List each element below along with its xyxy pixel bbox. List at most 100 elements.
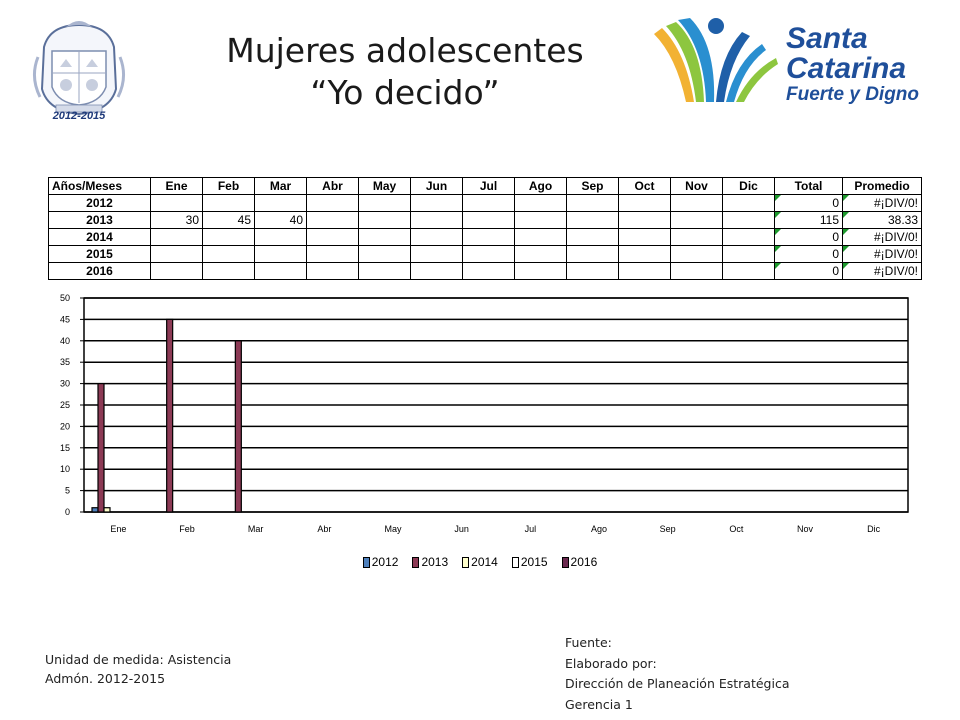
- cell-dic: [722, 194, 775, 212]
- page-title: Mujeres adolescentes “Yo decido”: [170, 30, 640, 114]
- cell-oct: [618, 262, 671, 280]
- cell-sep: [566, 245, 619, 263]
- col-header-oct: Oct: [618, 177, 671, 195]
- cell-nov: [670, 245, 723, 263]
- cell-jun: [410, 228, 463, 246]
- logo-tagline: Fuerte y Digno: [786, 84, 919, 105]
- table-header-row: Años/Meses Ene Feb Mar Abr May Jun Jul A…: [48, 177, 922, 195]
- cell-dic: [722, 245, 775, 263]
- table-row: 2014 0 #¡DIV/0!: [48, 228, 922, 246]
- y-tick-label: 50: [60, 293, 70, 303]
- attendance-table: Años/Meses Ene Feb Mar Abr May Jun Jul A…: [48, 177, 922, 280]
- cell-feb: 45: [202, 211, 255, 229]
- y-tick-label: 30: [60, 379, 70, 389]
- legend-item-2012: 2012: [362, 555, 399, 569]
- cell-ene: [150, 228, 203, 246]
- table-row: 2013 30 45 40 115 38.33: [48, 211, 922, 229]
- legend-swatch: [561, 556, 569, 568]
- cell-sep: [566, 211, 619, 229]
- logo-word-santa: Santa: [786, 22, 868, 55]
- x-tick-label: Ago: [591, 524, 607, 534]
- cell-oct: [618, 194, 671, 212]
- cell-dic: [722, 211, 775, 229]
- cell-dic: [722, 262, 775, 280]
- source-label: Fuente:: [565, 635, 612, 650]
- row-year-cell: 2015: [48, 245, 151, 263]
- y-tick-label: 20: [60, 421, 70, 431]
- cell-dic: [722, 228, 775, 246]
- col-header-dic: Dic: [722, 177, 775, 195]
- legend-swatch: [462, 556, 470, 568]
- cell-nov: [670, 194, 723, 212]
- cell-oct: [618, 245, 671, 263]
- cell-may: [358, 262, 411, 280]
- col-header-feb: Feb: [202, 177, 255, 195]
- cell-may: [358, 228, 411, 246]
- cell-mar: [254, 228, 307, 246]
- col-header-abr: Abr: [306, 177, 359, 195]
- y-tick-label: 45: [60, 314, 70, 324]
- footer-left: Unidad de medida: Asistencia Admón. 2012…: [45, 650, 231, 688]
- x-tick-label: Jun: [454, 524, 469, 534]
- prepared-by-label: Elaborado por:: [565, 655, 657, 671]
- x-tick-label: Sep: [660, 524, 676, 534]
- cell-jul: [462, 245, 515, 263]
- cell-ago: [514, 211, 567, 229]
- seal-year-label: 2012-2015: [52, 110, 106, 122]
- legend-item-2014: 2014: [462, 555, 498, 569]
- cell-oct: [618, 228, 671, 246]
- unit-label: Unidad de medida: Asistencia: [45, 652, 232, 667]
- y-tick-label: 40: [60, 336, 70, 346]
- cell-promedio: #¡DIV/0!: [842, 194, 922, 212]
- legend-swatch: [511, 556, 519, 568]
- row-year-cell: 2016: [48, 262, 151, 280]
- cell-feb: [202, 262, 255, 280]
- cell-abr: [306, 211, 359, 229]
- cell-feb: [202, 228, 255, 246]
- cell-may: [358, 194, 411, 212]
- cell-jun: [410, 245, 463, 263]
- x-tick-label: Jul: [525, 524, 537, 534]
- cell-mar: [254, 245, 307, 263]
- cell-total: 0: [774, 194, 843, 212]
- title-line-1: Mujeres adolescentes: [226, 31, 584, 70]
- cell-nov: [670, 228, 723, 246]
- cell-abr: [306, 262, 359, 280]
- col-header-jun: Jun: [410, 177, 463, 195]
- cell-jun: [410, 194, 463, 212]
- cell-total: 0: [774, 245, 843, 263]
- table-row: 2012 0 #¡DIV/0!: [48, 194, 922, 212]
- cell-jul: [462, 211, 515, 229]
- cell-sep: [566, 194, 619, 212]
- y-tick-label: 25: [60, 400, 70, 410]
- legend-label: 2013: [421, 555, 449, 569]
- cell-total: 0: [774, 262, 843, 280]
- col-header-ene: Ene: [150, 177, 203, 195]
- x-tick-label: Nov: [797, 524, 814, 534]
- municipal-seal-logo: [33, 21, 125, 116]
- cell-jul: [462, 194, 515, 212]
- bar-2013-mar: [234, 340, 242, 513]
- cell-abr: [306, 228, 359, 246]
- col-header-mar: Mar: [254, 177, 307, 195]
- x-tick-label: Feb: [179, 524, 195, 534]
- row-year-cell: 2012: [48, 194, 151, 212]
- legend-item-2016: 2016: [561, 555, 597, 569]
- col-header-jul: Jul: [462, 177, 515, 195]
- cell-jul: [462, 262, 515, 280]
- cell-ene: 30: [150, 211, 203, 229]
- cell-nov: [670, 262, 723, 280]
- cell-ago: [514, 262, 567, 280]
- cell-jun: [410, 211, 463, 229]
- cell-jul: [462, 228, 515, 246]
- x-tick-label: Dic: [867, 524, 880, 534]
- cell-ago: [514, 194, 567, 212]
- col-header-total: Total: [774, 177, 843, 195]
- col-header-promedio: Promedio: [842, 177, 922, 195]
- y-tick-label: 15: [60, 443, 70, 453]
- legend-label: 2012: [371, 555, 399, 569]
- col-header-sep: Sep: [566, 177, 619, 195]
- y-tick-label: 5: [65, 486, 70, 496]
- cell-mar: 40: [254, 211, 307, 229]
- cell-mar: [254, 194, 307, 212]
